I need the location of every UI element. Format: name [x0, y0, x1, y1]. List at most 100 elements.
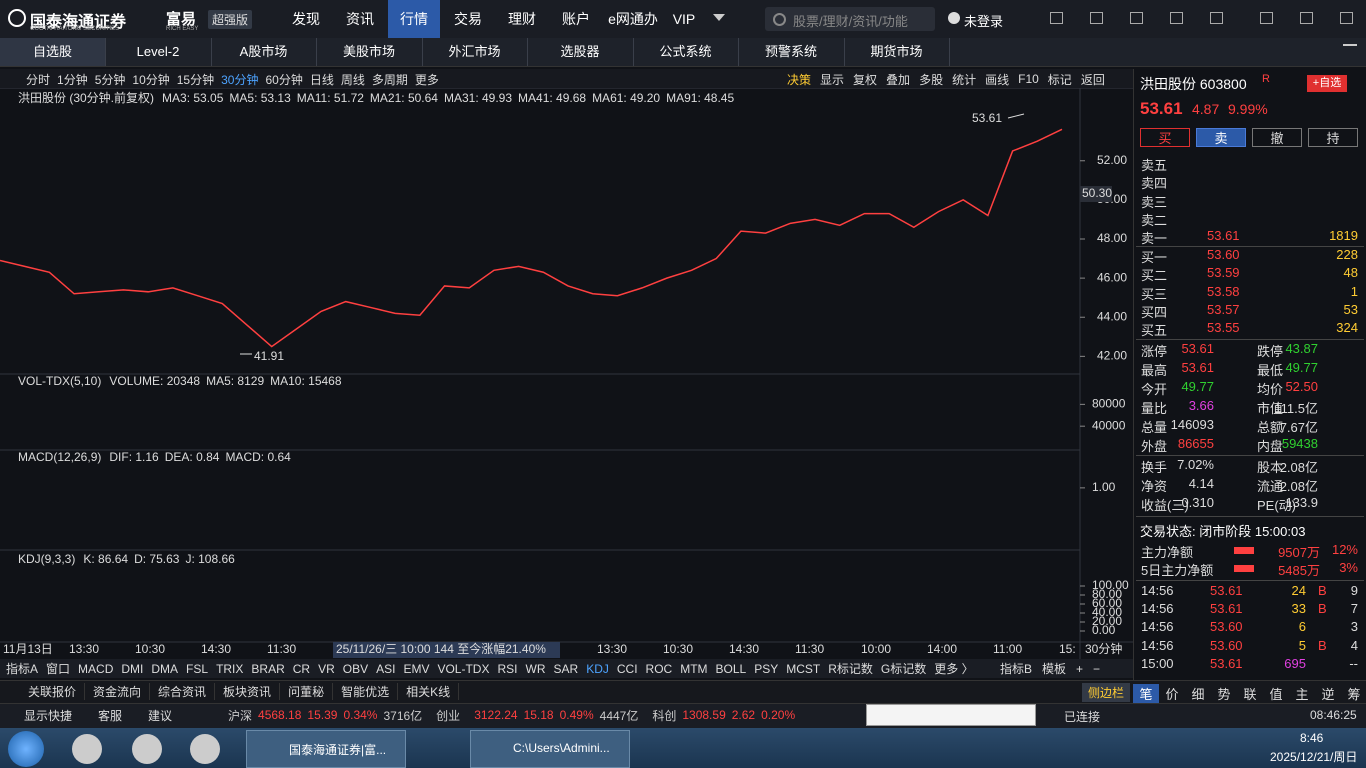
bottom-tab[interactable]: 相关K线 [398, 682, 460, 700]
period[interactable]: 周线 [340, 72, 365, 87]
indicator[interactable]: MACD [78, 661, 114, 676]
indicator[interactable]: CCI [616, 661, 638, 676]
tool[interactable]: F10 [1018, 72, 1039, 86]
indicator[interactable]: CR [292, 661, 311, 676]
menu-item[interactable]: 交易 [454, 11, 482, 27]
trade-button[interactable]: 卖 [1196, 128, 1246, 147]
period[interactable]: 多周期 [371, 72, 408, 87]
indicator[interactable]: OBV [342, 661, 369, 676]
bottom-tab[interactable]: 综合资讯 [150, 682, 216, 700]
period[interactable]: 60分钟 [265, 72, 303, 87]
status-item[interactable]: 客服 [98, 708, 123, 723]
indicator[interactable]: 窗口 [46, 662, 71, 676]
tool[interactable]: 统计 [952, 72, 977, 87]
indicator[interactable]: SAR [553, 661, 579, 676]
quote-tab[interactable]: 筹 [1347, 686, 1361, 702]
tool[interactable]: 叠加 [886, 72, 911, 87]
indicator[interactable]: G标记数 [880, 662, 927, 676]
quote-tab[interactable]: 笔 [1133, 683, 1159, 703]
indicator[interactable]: DMI [121, 661, 144, 676]
tab[interactable]: 美股市场 [317, 38, 423, 66]
indicator[interactable]: KDJ [586, 661, 609, 676]
tab[interactable]: A股市场 [211, 38, 317, 66]
indicator[interactable]: − [1093, 661, 1101, 676]
period[interactable]: 1分钟 [57, 72, 88, 87]
login[interactable]: 未登录 [964, 14, 1004, 29]
indicator[interactable]: BRAR [251, 661, 285, 676]
indicator[interactable]: BOLL [715, 661, 747, 676]
window-icon[interactable] [1340, 12, 1353, 24]
indicator[interactable]: 更多 〉 [934, 662, 974, 676]
period[interactable]: 30分钟 [221, 72, 259, 87]
tab-add[interactable] [1343, 44, 1357, 46]
bottom-tab[interactable]: 板块资讯 [215, 682, 281, 700]
indicator[interactable]: FSL [186, 661, 209, 676]
indicator[interactable]: EMV [403, 661, 430, 676]
indicator[interactable]: TRIX [216, 661, 244, 676]
period[interactable]: 更多 [414, 72, 439, 87]
period[interactable]: 10分钟 [132, 72, 170, 87]
indicator[interactable]: 指标B [1000, 662, 1033, 676]
indicator[interactable]: 模板 [1042, 662, 1067, 676]
period[interactable]: 分时 [26, 72, 51, 87]
tab[interactable]: 期货市场 [844, 38, 950, 66]
indicator[interactable]: MTM [680, 661, 708, 676]
tab[interactable]: 预警系统 [739, 38, 845, 66]
taskbar-window[interactable]: C:\Users\Admini... [470, 730, 630, 768]
tool[interactable]: 复权 [853, 72, 878, 87]
tab[interactable]: 公式系统 [633, 38, 739, 66]
tool[interactable]: 显示 [820, 72, 845, 87]
quote-tab[interactable]: 联 [1243, 686, 1257, 702]
indicator[interactable]: ROC [645, 661, 673, 676]
indicator[interactable]: 指标A [6, 662, 39, 676]
taskbar-window[interactable]: 国泰海通证券|富... [246, 730, 406, 768]
quote-tab[interactable]: 值 [1269, 686, 1283, 702]
indicator[interactable]: RSI [497, 661, 518, 676]
quote-tab[interactable]: 主 [1295, 686, 1309, 702]
bottom-tab[interactable]: 问董秘 [280, 682, 334, 700]
window-icon[interactable] [1090, 12, 1103, 24]
indicator[interactable]: WR [525, 661, 546, 676]
taskbar-icon[interactable] [132, 734, 162, 764]
tab[interactable]: 外汇市场 [422, 38, 528, 66]
tool[interactable]: 返回 [1080, 72, 1105, 87]
tool[interactable]: 决策 [787, 72, 812, 87]
add-watch[interactable]: +自选 [1307, 75, 1347, 92]
bottom-tab[interactable]: 资金流向 [85, 682, 151, 700]
indicator[interactable]: ASI [376, 661, 396, 676]
indicator[interactable]: PSY [754, 661, 779, 676]
window-icon[interactable] [1260, 12, 1273, 24]
indicator[interactable]: VOL-TDX [437, 661, 490, 676]
period[interactable]: 日线 [309, 72, 334, 87]
tool[interactable]: 画线 [985, 72, 1010, 87]
tab[interactable]: 选股器 [528, 38, 634, 66]
quote-tab[interactable]: 细 [1191, 686, 1205, 702]
window-icon[interactable] [1210, 12, 1223, 24]
status-item[interactable]: 显示快捷 [24, 708, 73, 723]
search-box[interactable]: 股票/理财/资讯/功能 [765, 7, 935, 31]
menu-item[interactable]: 行情 [388, 0, 440, 38]
tab[interactable]: Level-2 [106, 38, 212, 66]
indicator[interactable]: VR [318, 661, 335, 676]
window-icon[interactable] [1300, 12, 1313, 24]
menu-item[interactable]: 理财 [508, 11, 536, 27]
taskbar-icon[interactable] [72, 734, 102, 764]
quote-tab[interactable]: 逆 [1321, 686, 1335, 702]
quote-tab[interactable]: 势 [1217, 686, 1231, 702]
trade-button[interactable]: 持 [1308, 128, 1358, 147]
taskbar-icon[interactable] [190, 734, 220, 764]
tool[interactable]: 多股 [919, 72, 944, 87]
tab[interactable]: 自选股 [0, 38, 106, 66]
period[interactable]: 5分钟 [94, 72, 126, 87]
menu-item[interactable]: 资讯 [346, 11, 374, 27]
menu-item[interactable]: 账户 [562, 11, 590, 27]
status-item[interactable]: 建议 [148, 708, 173, 723]
tool[interactable]: 标记 [1047, 72, 1072, 87]
period[interactable]: 15分钟 [176, 72, 215, 87]
bottom-tab[interactable]: 智能优选 [333, 682, 399, 700]
sidebar[interactable]: 侧边栏 [1082, 683, 1131, 702]
window-icon[interactable] [1130, 12, 1143, 24]
indicator[interactable]: + [1076, 661, 1084, 676]
bottom-tab[interactable]: 关联报价 [20, 682, 86, 700]
window-icon[interactable] [1050, 12, 1063, 24]
